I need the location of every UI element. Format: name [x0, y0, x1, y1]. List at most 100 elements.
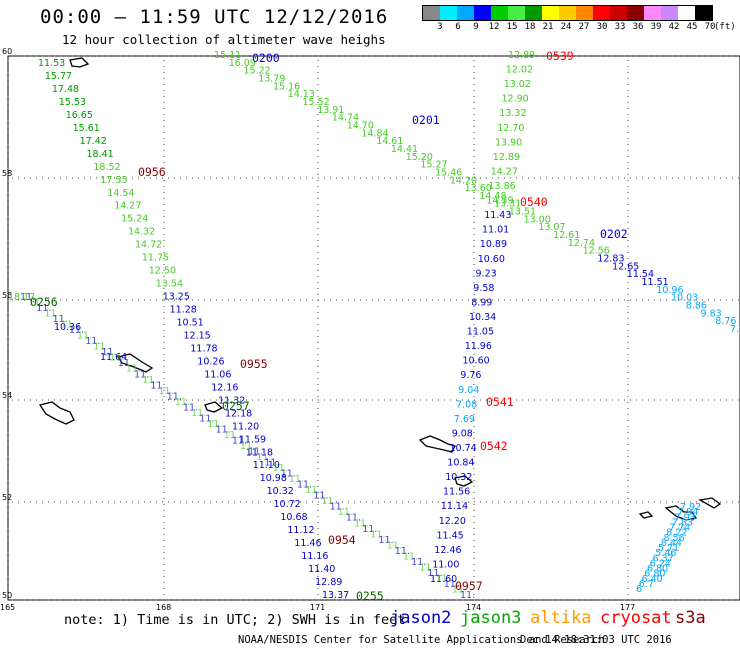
lat-gridline-dot [12, 399, 13, 401]
lat-gridline-dot [336, 399, 337, 401]
swh-value-c: 11.56 [443, 487, 470, 498]
swh-value-a: 11.10 [253, 460, 280, 471]
lon-gridline-dot [627, 570, 629, 571]
lat-gridline-dot [192, 299, 193, 301]
swh-value-a: 12.50 [149, 266, 176, 277]
lat-gridline-dot [336, 599, 337, 601]
lon-gridline-dot [473, 420, 475, 421]
lon-gridline-dot [163, 528, 165, 529]
lat-gridline-dot [156, 299, 157, 301]
lat-gridline-dot [564, 55, 565, 57]
lat-gridline-dot [696, 501, 697, 503]
color-swatch [559, 6, 576, 20]
lat-gridline-dot [714, 177, 715, 179]
lat-gridline-dot [354, 177, 355, 179]
lon-gridline-dot [317, 228, 319, 229]
lat-gridline-dot [138, 55, 139, 57]
lat-gridline-dot [162, 501, 163, 503]
lat-gridline-dot [504, 599, 505, 601]
lat-gridline-dot [354, 299, 355, 301]
lon-gridline-dot [473, 216, 475, 217]
lat-gridline-dot [312, 599, 313, 601]
lat-gridline-dot [66, 299, 67, 301]
swh-value-c: 11.43 [484, 210, 511, 221]
lon-gridline-dot [473, 402, 475, 403]
lon-gridline-dot [627, 588, 629, 589]
swh-value-a: 13.37 [322, 590, 349, 601]
lat-gridline-dot [636, 55, 637, 57]
swh-value-a: 12.15 [184, 331, 211, 342]
pass-time-label: 0541 [486, 395, 514, 409]
lat-gridline-dot [402, 599, 403, 601]
lon-gridline-dot [317, 408, 319, 409]
lon-gridline-dot [163, 282, 165, 283]
lat-gridline-dot [636, 299, 637, 301]
lat-gridline-dot [24, 299, 25, 301]
lat-gridline-dot [78, 599, 79, 601]
legend-s3a: s3a [675, 608, 706, 628]
lon-gridline-dot [473, 96, 475, 97]
lat-gridline-dot [438, 55, 439, 57]
color-scale-tick: 30 [596, 22, 608, 32]
lat-gridline-dot [78, 399, 79, 401]
swh-value-a: 10.26 [197, 356, 224, 367]
lat-gridline-dot [522, 177, 523, 179]
lat-gridline-dot [258, 177, 259, 179]
swh-value-d: 8.22 [666, 528, 687, 539]
lon-gridline-dot [163, 216, 165, 217]
lon-gridline-dot [317, 366, 319, 367]
lon-gridline-dot [7, 318, 9, 319]
swh-value-e: 18.17 [8, 292, 35, 303]
swh-value-a: 15.24 [121, 214, 148, 225]
lon-gridline-dot [7, 456, 9, 457]
lat-gridline-dot [390, 299, 391, 301]
lat-gridline-dot [540, 177, 541, 179]
lon-gridline-dot [7, 498, 9, 499]
swh-overlap-mark: 11. [61, 320, 76, 331]
lat-gridline-dot [486, 177, 487, 179]
lat-tick-label: 60 [2, 47, 12, 56]
lat-gridline-dot [546, 599, 547, 601]
lat-gridline-dot [204, 599, 205, 601]
swh-value-a: 11.32 [218, 395, 245, 406]
lat-gridline-dot [372, 399, 373, 401]
lon-gridline-dot [473, 372, 475, 373]
lon-gridline-dot [163, 492, 165, 493]
lat-gridline-dot [462, 599, 463, 601]
lat-gridline-dot [660, 599, 661, 601]
lat-gridline-dot [114, 599, 115, 601]
lat-gridline-dot [342, 177, 343, 179]
lat-gridline-dot [102, 55, 103, 57]
lat-gridline-dot [588, 299, 589, 301]
color-scale-ticks: 3 6 9 12 15 18 21 24 27 30 33 36 39 42 45 70 [422, 22, 728, 34]
swh-value-d: 5.71 [658, 543, 679, 554]
lon-gridline-dot [7, 492, 9, 493]
lat-gridline-dot [324, 299, 325, 301]
swh-value-d: 6.7 [639, 579, 654, 590]
lon-gridline-dot [163, 522, 165, 523]
lat-gridline-dot [588, 599, 589, 601]
lon-gridline-dot [163, 444, 165, 445]
lon-gridline-dot [317, 282, 319, 283]
lon-gridline-dot [7, 234, 9, 235]
lat-gridline-dot [456, 599, 457, 601]
lat-gridline-dot [258, 599, 259, 601]
swh-overlap-mark: 11. [411, 557, 426, 568]
lat-gridline-dot [30, 599, 31, 601]
lon-gridline-dot [473, 162, 475, 163]
lat-gridline-dot [432, 177, 433, 179]
lat-gridline-dot [174, 177, 175, 179]
lat-gridline-dot [162, 399, 163, 401]
lat-gridline-dot [558, 299, 559, 301]
lon-gridline-dot [7, 174, 9, 175]
lat-gridline-dot [120, 177, 121, 179]
lon-gridline-dot [163, 546, 165, 547]
lon-gridline-dot [473, 306, 475, 307]
lat-gridline-dot [396, 399, 397, 401]
lat-gridline-dot [462, 177, 463, 179]
swh-overlap-mark: 11. [150, 380, 165, 391]
lat-gridline-dot [78, 55, 79, 57]
lat-gridline-dot [126, 55, 127, 57]
lon-gridline-dot [627, 294, 629, 295]
lat-gridline-dot [204, 399, 205, 401]
